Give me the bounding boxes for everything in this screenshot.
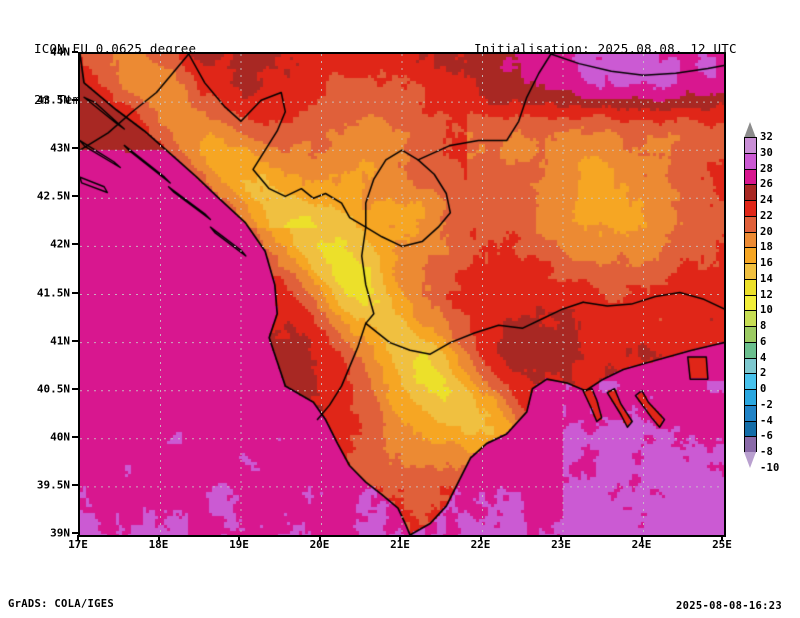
- colorbar-tick-label: 30: [760, 146, 774, 159]
- lon-tick-mark: [479, 535, 482, 541]
- map-plot-area: [78, 52, 726, 537]
- colorbar-tick-label: 12: [760, 288, 774, 301]
- colorbar-swatch: [745, 374, 756, 390]
- colorbar-swatch: [745, 169, 756, 186]
- colorbar-swatch: [745, 405, 756, 422]
- colorbar-swatch: [745, 248, 756, 264]
- colorbar-swatch: [745, 232, 756, 249]
- colorbar-tick-label: 10: [760, 304, 774, 317]
- colorbar-tick-label: 22: [760, 209, 774, 222]
- colorbar-swatch: [745, 390, 756, 406]
- lat-tick-label: 43.5N: [36, 93, 70, 107]
- grads-credit: GrADS: COLA/IGES: [8, 598, 114, 610]
- lat-tick-mark: [72, 387, 78, 390]
- colorbar-tick-label: 16: [760, 257, 774, 269]
- lat-tick-label: 40N: [50, 430, 70, 444]
- lat-tick-label: 44N: [50, 45, 70, 59]
- colorbar-over-arrow: [744, 122, 756, 138]
- lon-tick-label: 22E: [470, 538, 491, 551]
- lat-tick-mark: [72, 339, 78, 342]
- colorbar-swatch: [745, 327, 756, 343]
- colorbar: [744, 137, 757, 453]
- lat-tick-label: 39.5N: [36, 478, 70, 492]
- lat-tick-mark: [72, 483, 78, 486]
- lon-tick-label: 17E: [68, 538, 88, 551]
- colorbar-swatch: [745, 138, 756, 154]
- temperature-field-canvas: [80, 54, 724, 535]
- lon-tick-mark: [157, 535, 160, 541]
- colorbar-tick-label: 0: [760, 383, 767, 395]
- colorbar-swatch: [745, 295, 756, 312]
- lon-tick-mark: [640, 535, 643, 541]
- lon-tick-label: 18E: [148, 538, 169, 551]
- colorbar-tick-label: 26: [760, 178, 774, 191]
- lon-tick-label: 21E: [390, 538, 410, 551]
- colorbar-tick-label: 28: [760, 162, 774, 175]
- colorbar-swatch: [745, 153, 756, 170]
- colorbar-tick-label: -8: [760, 446, 774, 458]
- colorbar-swatch: [745, 279, 756, 296]
- lon-tick-mark: [399, 535, 401, 541]
- lat-tick-label: 43N: [50, 141, 70, 155]
- colorbar-swatch: [745, 311, 756, 327]
- colorbar-under-arrow: [744, 452, 756, 468]
- lon-tick-mark: [77, 535, 79, 541]
- colorbar-tick-label: 6: [760, 335, 767, 348]
- lon-tick-mark: [238, 535, 240, 541]
- lat-tick-mark: [72, 532, 78, 534]
- lat-tick-label: 40.5N: [36, 382, 70, 396]
- lat-tick-label: 42N: [50, 237, 70, 251]
- lat-tick-mark: [72, 291, 78, 294]
- lat-tick-label: 42.5N: [36, 189, 70, 203]
- lat-tick-mark: [72, 51, 78, 53]
- colorbar-swatch: [745, 421, 756, 438]
- lat-tick-mark: [72, 243, 78, 246]
- colorbar-tick-label: 4: [760, 351, 767, 364]
- colorbar-swatch: [745, 437, 756, 453]
- lon-tick-label: 23E: [551, 538, 571, 551]
- colorbar-tick-label: -4: [760, 414, 774, 427]
- lon-tick-label: 19E: [229, 538, 249, 551]
- lat-tick-label: 41N: [50, 334, 70, 348]
- colorbar-tick-label: 2: [760, 367, 767, 380]
- lat-tick-label: 41.5N: [36, 286, 70, 299]
- colorbar-tick-label: 24: [760, 194, 774, 206]
- lon-tick-mark: [560, 535, 562, 541]
- colorbar-swatch: [745, 358, 756, 375]
- lat-tick-mark: [72, 99, 78, 102]
- colorbar-tick-label: -6: [760, 430, 774, 443]
- colorbar-tick-label: 32: [760, 131, 774, 143]
- lat-tick-mark: [72, 435, 78, 438]
- colorbar-swatch: [745, 342, 756, 359]
- colorbar-tick-label: -10: [760, 461, 780, 474]
- lon-tick-label: 20E: [309, 538, 330, 551]
- lat-tick-label: 39N: [50, 526, 70, 540]
- lon-tick-mark: [318, 535, 321, 541]
- render-timestamp: 2025-08-08-16:23: [676, 600, 782, 612]
- colorbar-tick-label: 20: [760, 225, 774, 238]
- lat-tick-mark: [72, 195, 78, 198]
- colorbar-swatch: [745, 216, 756, 233]
- colorbar-tick-label: 8: [760, 320, 767, 332]
- colorbar-tick-label: 14: [760, 272, 774, 285]
- lon-tick-mark: [721, 535, 723, 541]
- colorbar-tick-label: 18: [760, 241, 774, 254]
- lon-tick-label: 24E: [631, 538, 652, 551]
- lon-tick-label: 25E: [712, 538, 732, 551]
- colorbar-tick-label: -2: [760, 398, 774, 411]
- colorbar-swatch: [745, 264, 756, 280]
- lat-tick-mark: [72, 147, 78, 150]
- colorbar-swatch: [745, 201, 756, 217]
- colorbar-swatch: [745, 185, 756, 201]
